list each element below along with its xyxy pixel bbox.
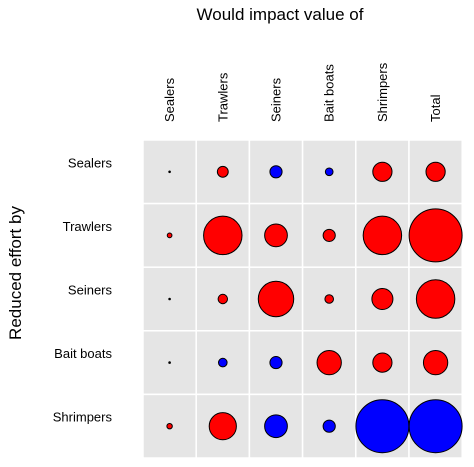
circle-trawlers-sealers [166,232,173,239]
circle-seiners-sealers [168,297,171,301]
circle-bait-boats-bait-boats [316,349,342,376]
circle-shrimpers-bait-boats [322,419,336,433]
column-label-total: Total [428,94,443,122]
column-label-trawlers: Trawlers [215,72,230,122]
y-axis-title: Reduced effort by [6,206,25,340]
cell-bait-boats-bait-boats [301,330,357,396]
chart-title: Would impact value of [197,5,364,24]
circle-bait-boats-shrimpers [372,352,393,373]
circle-sealers-trawlers [216,165,229,178]
circle-trawlers-total [408,208,463,263]
circle-seiners-trawlers [217,293,229,305]
circle-sealers-total [425,161,446,182]
row-label-trawlers: Trawlers [63,219,113,234]
circle-sealers-shrimpers [372,161,393,182]
circle-seiners-total [415,279,456,319]
circle-seiners-shrimpers [371,287,394,311]
circle-sealers-bait-boats [324,167,334,177]
circle-bait-boats-seiners [269,356,283,370]
row-labels: Sealers Trawlers Seiners Bait boats Shrimper… [53,155,113,424]
row-label-sealers: Sealers [68,155,113,170]
row-label-bait-boats: Bait boats [54,346,112,361]
circle-shrimpers-shrimpers [355,399,410,454]
circle-trawlers-shrimpers [362,215,403,256]
column-labels: Sealers Trawlers Seiners Bait boats Shrimper… [162,62,443,122]
circle-seiners-bait-boats [324,294,335,304]
column-label-bait-boats: Bait boats [322,64,337,122]
circle-trawlers-trawlers [203,215,243,256]
circle-bait-boats-trawlers [218,357,228,368]
cell-seiners-trawlers [195,266,251,332]
circle-shrimpers-total [408,399,463,454]
circle-marks [166,161,463,454]
cell-shrimpers-sealers [142,393,197,459]
circle-sealers-sealers [168,170,171,174]
circle-sealers-seiners [269,165,283,179]
column-label-sealers: Sealers [162,77,177,122]
circle-trawlers-seiners [264,223,288,248]
circle-bait-boats-total [422,349,449,376]
column-label-seiners: Seiners [269,77,284,122]
circle-shrimpers-sealers [166,422,173,430]
circle-bait-boats-sealers [168,361,171,364]
row-label-seiners: Seiners [68,283,113,298]
circle-shrimpers-seiners [264,414,288,439]
circle-trawlers-bait-boats [322,228,336,242]
circle-seiners-seiners [257,280,295,318]
circle-shrimpers-trawlers [208,412,237,441]
row-label-shrimpers: Shrimpers [53,410,113,425]
column-label-shrimpers: Shrimpers [375,62,390,122]
